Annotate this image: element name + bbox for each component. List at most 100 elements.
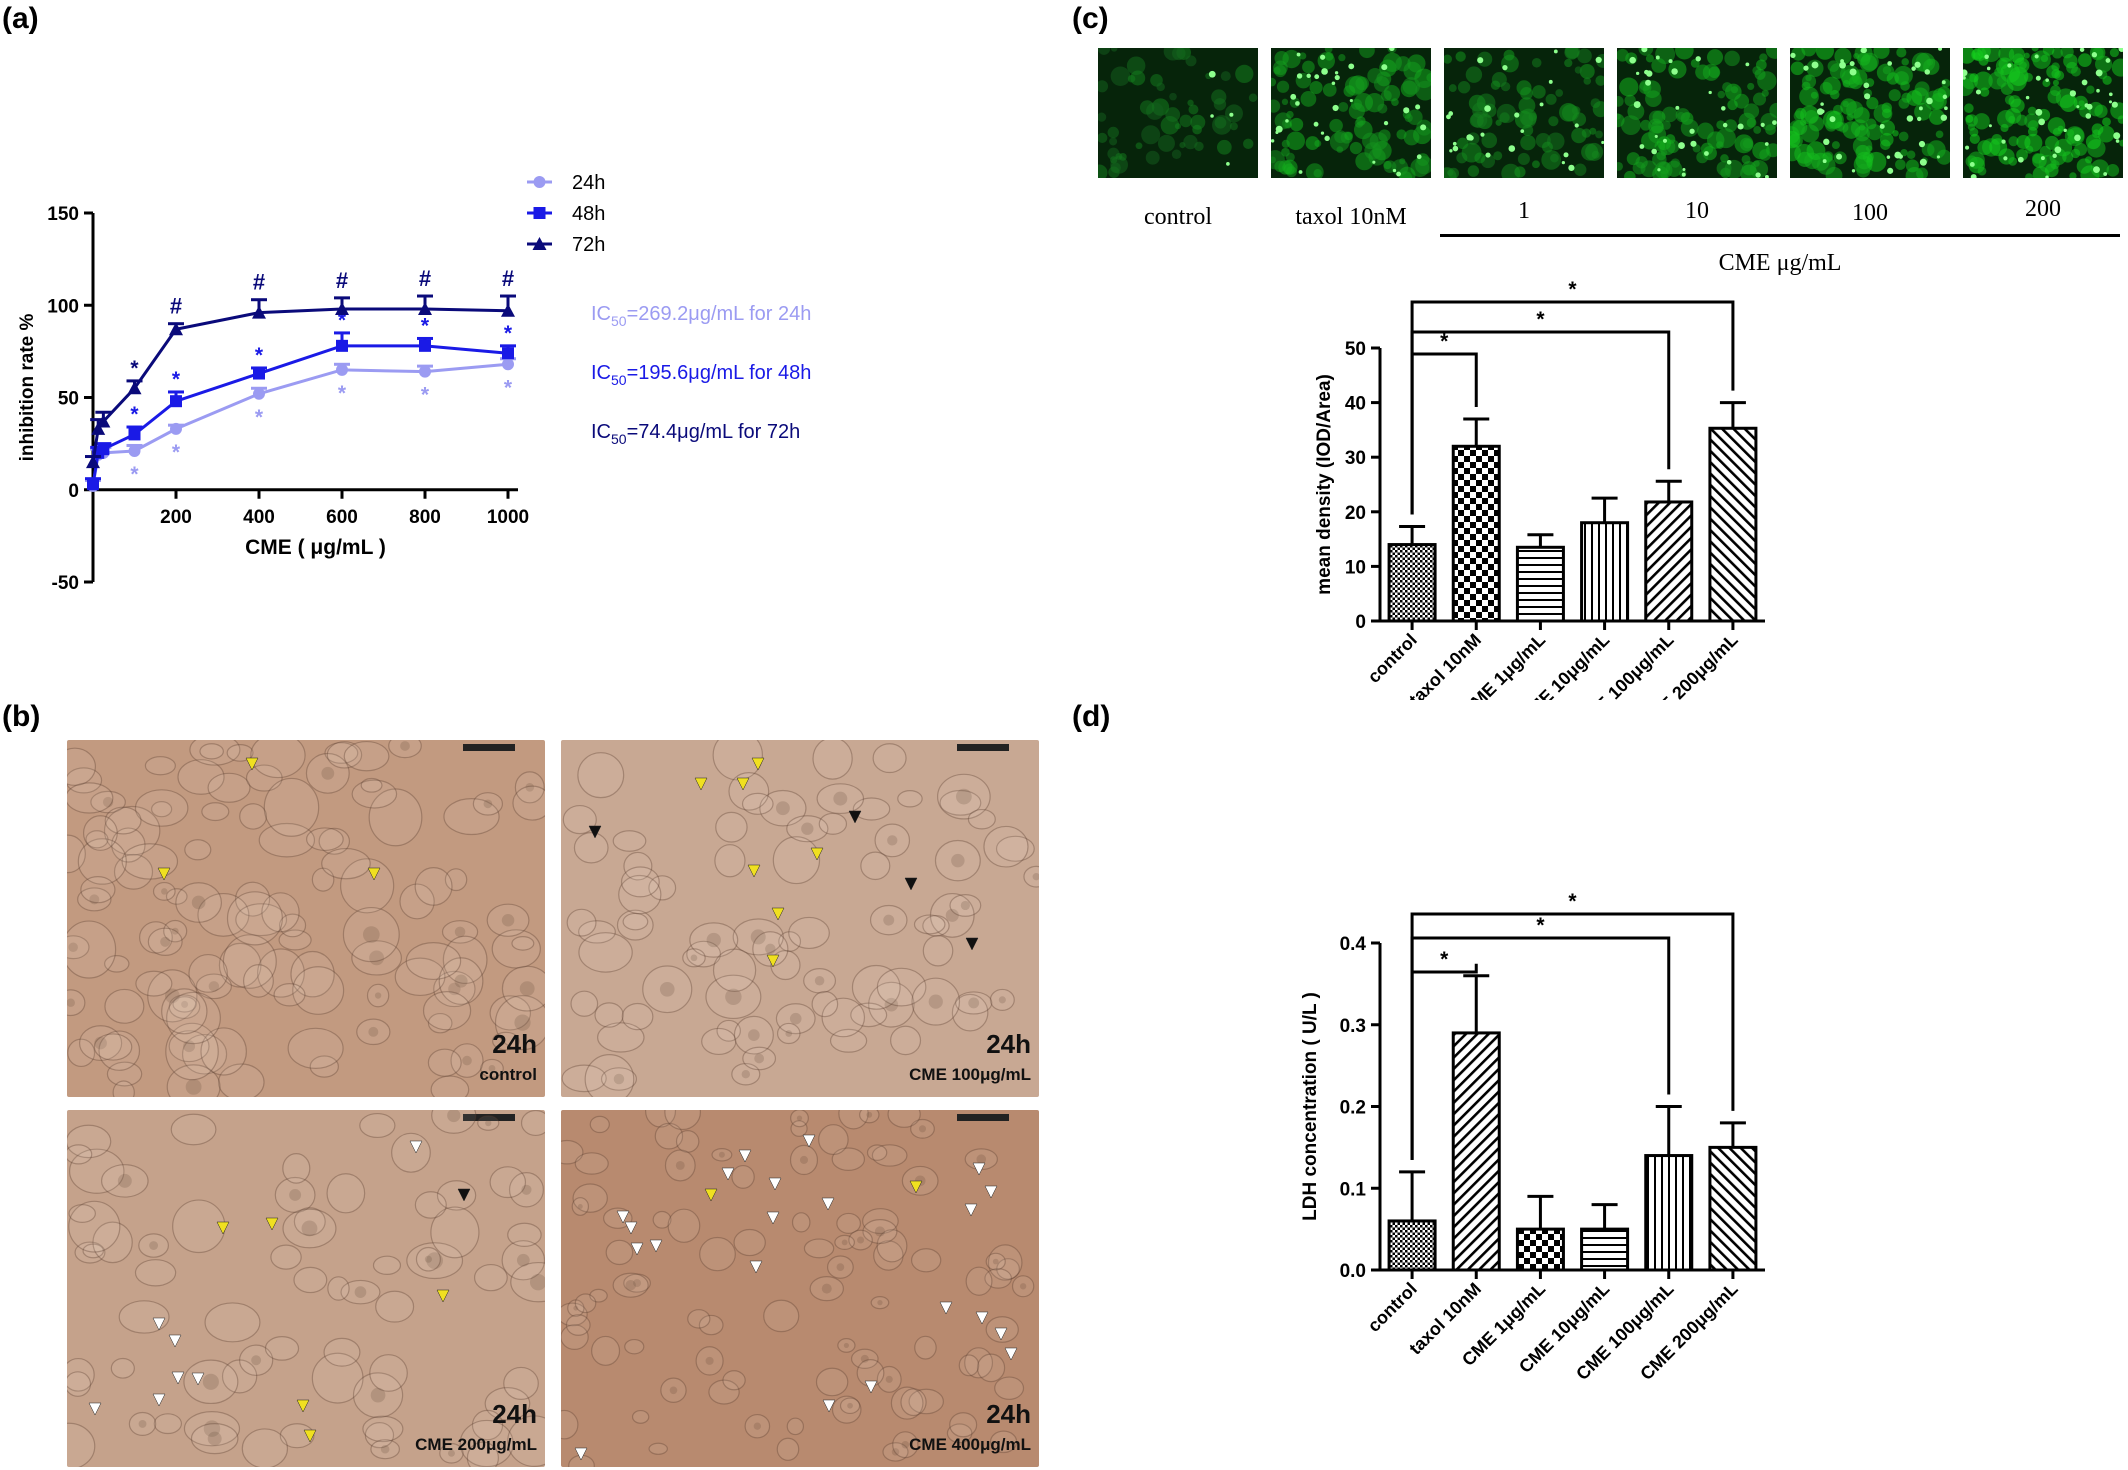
bright-spot — [1914, 61, 1921, 68]
bright-spot — [2095, 69, 2103, 77]
legend-marker — [533, 176, 546, 188]
arrowhead-marker — [1004, 1347, 1018, 1361]
cell-glow — [1815, 48, 1834, 60]
cell-glow — [2106, 163, 2120, 177]
cell — [772, 836, 821, 885]
arrowhead-marker — [721, 1167, 735, 1181]
cell-glow — [1229, 122, 1238, 131]
cell — [364, 1422, 395, 1449]
bright-spot — [2038, 118, 2045, 126]
nucleus — [945, 908, 959, 922]
nucleus — [380, 1444, 390, 1454]
cell — [90, 790, 126, 814]
cell-glow — [1757, 71, 1777, 91]
bright-spot — [1822, 159, 1827, 164]
cell-glow — [1967, 123, 1976, 131]
data-point — [87, 478, 99, 491]
bar — [1708, 1145, 1758, 1272]
nucleus — [149, 1241, 159, 1250]
cell — [770, 950, 801, 981]
cell-glow — [1617, 48, 1629, 62]
cell-glow — [1362, 132, 1379, 150]
arrowhead-marker — [984, 1185, 998, 1199]
fluor-label-control: control — [1144, 204, 1212, 230]
bright-spot — [1708, 90, 1712, 95]
cell — [652, 1210, 672, 1229]
nucleus — [289, 1189, 302, 1201]
cell-glow — [2109, 48, 2119, 58]
cell-glow — [1281, 139, 1290, 148]
cell — [343, 740, 390, 772]
bright-spot — [1745, 62, 1750, 67]
nucleus — [462, 1055, 472, 1066]
arrowhead-marker — [296, 1399, 310, 1413]
bright-spot — [1944, 106, 1948, 111]
bright-spot — [1886, 155, 1891, 159]
cell — [836, 1212, 862, 1234]
cell-glow — [1702, 63, 1720, 81]
cell — [852, 797, 891, 821]
cell — [565, 1314, 591, 1336]
cell — [922, 915, 950, 937]
bright-spot — [1704, 151, 1709, 156]
x-axis-label: CME ( μg/mL ) — [245, 536, 386, 559]
cell — [776, 1437, 800, 1461]
bar — [1515, 1227, 1565, 1272]
cell — [359, 1112, 396, 1139]
cell — [112, 1080, 135, 1097]
cell — [450, 1043, 484, 1078]
data-point — [253, 387, 265, 400]
cell-glow — [1574, 163, 1587, 176]
arrowhead-marker — [766, 954, 780, 968]
nucleus — [485, 1119, 492, 1127]
y-tick-label: 20 — [1345, 503, 1366, 524]
cell — [189, 740, 241, 766]
y-tick-label: 100 — [47, 296, 79, 317]
bright-spot — [2118, 48, 2123, 53]
arrowhead-marker — [821, 1197, 835, 1211]
cell-glow — [2094, 104, 2108, 118]
cell — [570, 990, 599, 1017]
cells — [561, 740, 1039, 1097]
nucleus — [976, 1154, 987, 1165]
panel-label-c: (c) — [1072, 2, 1109, 35]
legend-label: 48h — [572, 203, 605, 225]
cell — [489, 1166, 527, 1199]
cell — [788, 916, 830, 950]
cell-glow — [1271, 77, 1277, 87]
cell-glow — [1742, 138, 1753, 149]
cell-glow — [1898, 131, 1909, 142]
cell-glow — [1928, 109, 1945, 125]
nucleus — [202, 1373, 219, 1390]
cell — [834, 1234, 855, 1250]
cell — [427, 1048, 462, 1077]
cell-glow — [1532, 160, 1540, 169]
y-tick-label: 150 — [47, 204, 79, 225]
data-point — [169, 322, 183, 336]
cell-glow — [1808, 116, 1824, 132]
nucleus — [426, 1252, 444, 1269]
bright-spot — [2054, 146, 2062, 154]
cell-glow — [1635, 156, 1648, 169]
bright-spot — [1480, 132, 1485, 137]
cell — [989, 988, 1015, 1011]
cell-glow — [2078, 53, 2092, 67]
cell — [326, 1173, 366, 1214]
cell — [708, 1379, 740, 1405]
arrowhead-marker — [157, 867, 171, 881]
micrograph-time: 24h — [492, 1029, 537, 1059]
cell-glow — [1727, 99, 1738, 111]
cell — [716, 1019, 741, 1042]
cell-glow — [2045, 135, 2060, 150]
cell — [791, 1212, 811, 1233]
y-tick-label: 10 — [1345, 557, 1366, 578]
cell-glow — [2111, 58, 2123, 77]
cell — [900, 1388, 927, 1417]
nucleus — [885, 1375, 893, 1383]
cell — [561, 1409, 579, 1440]
cell-glow — [1619, 77, 1639, 97]
bright-spot — [2108, 92, 2113, 97]
legend: 24h 48h 72h — [527, 172, 605, 256]
nucleus — [669, 1386, 678, 1395]
significance-mark: # — [253, 270, 265, 295]
